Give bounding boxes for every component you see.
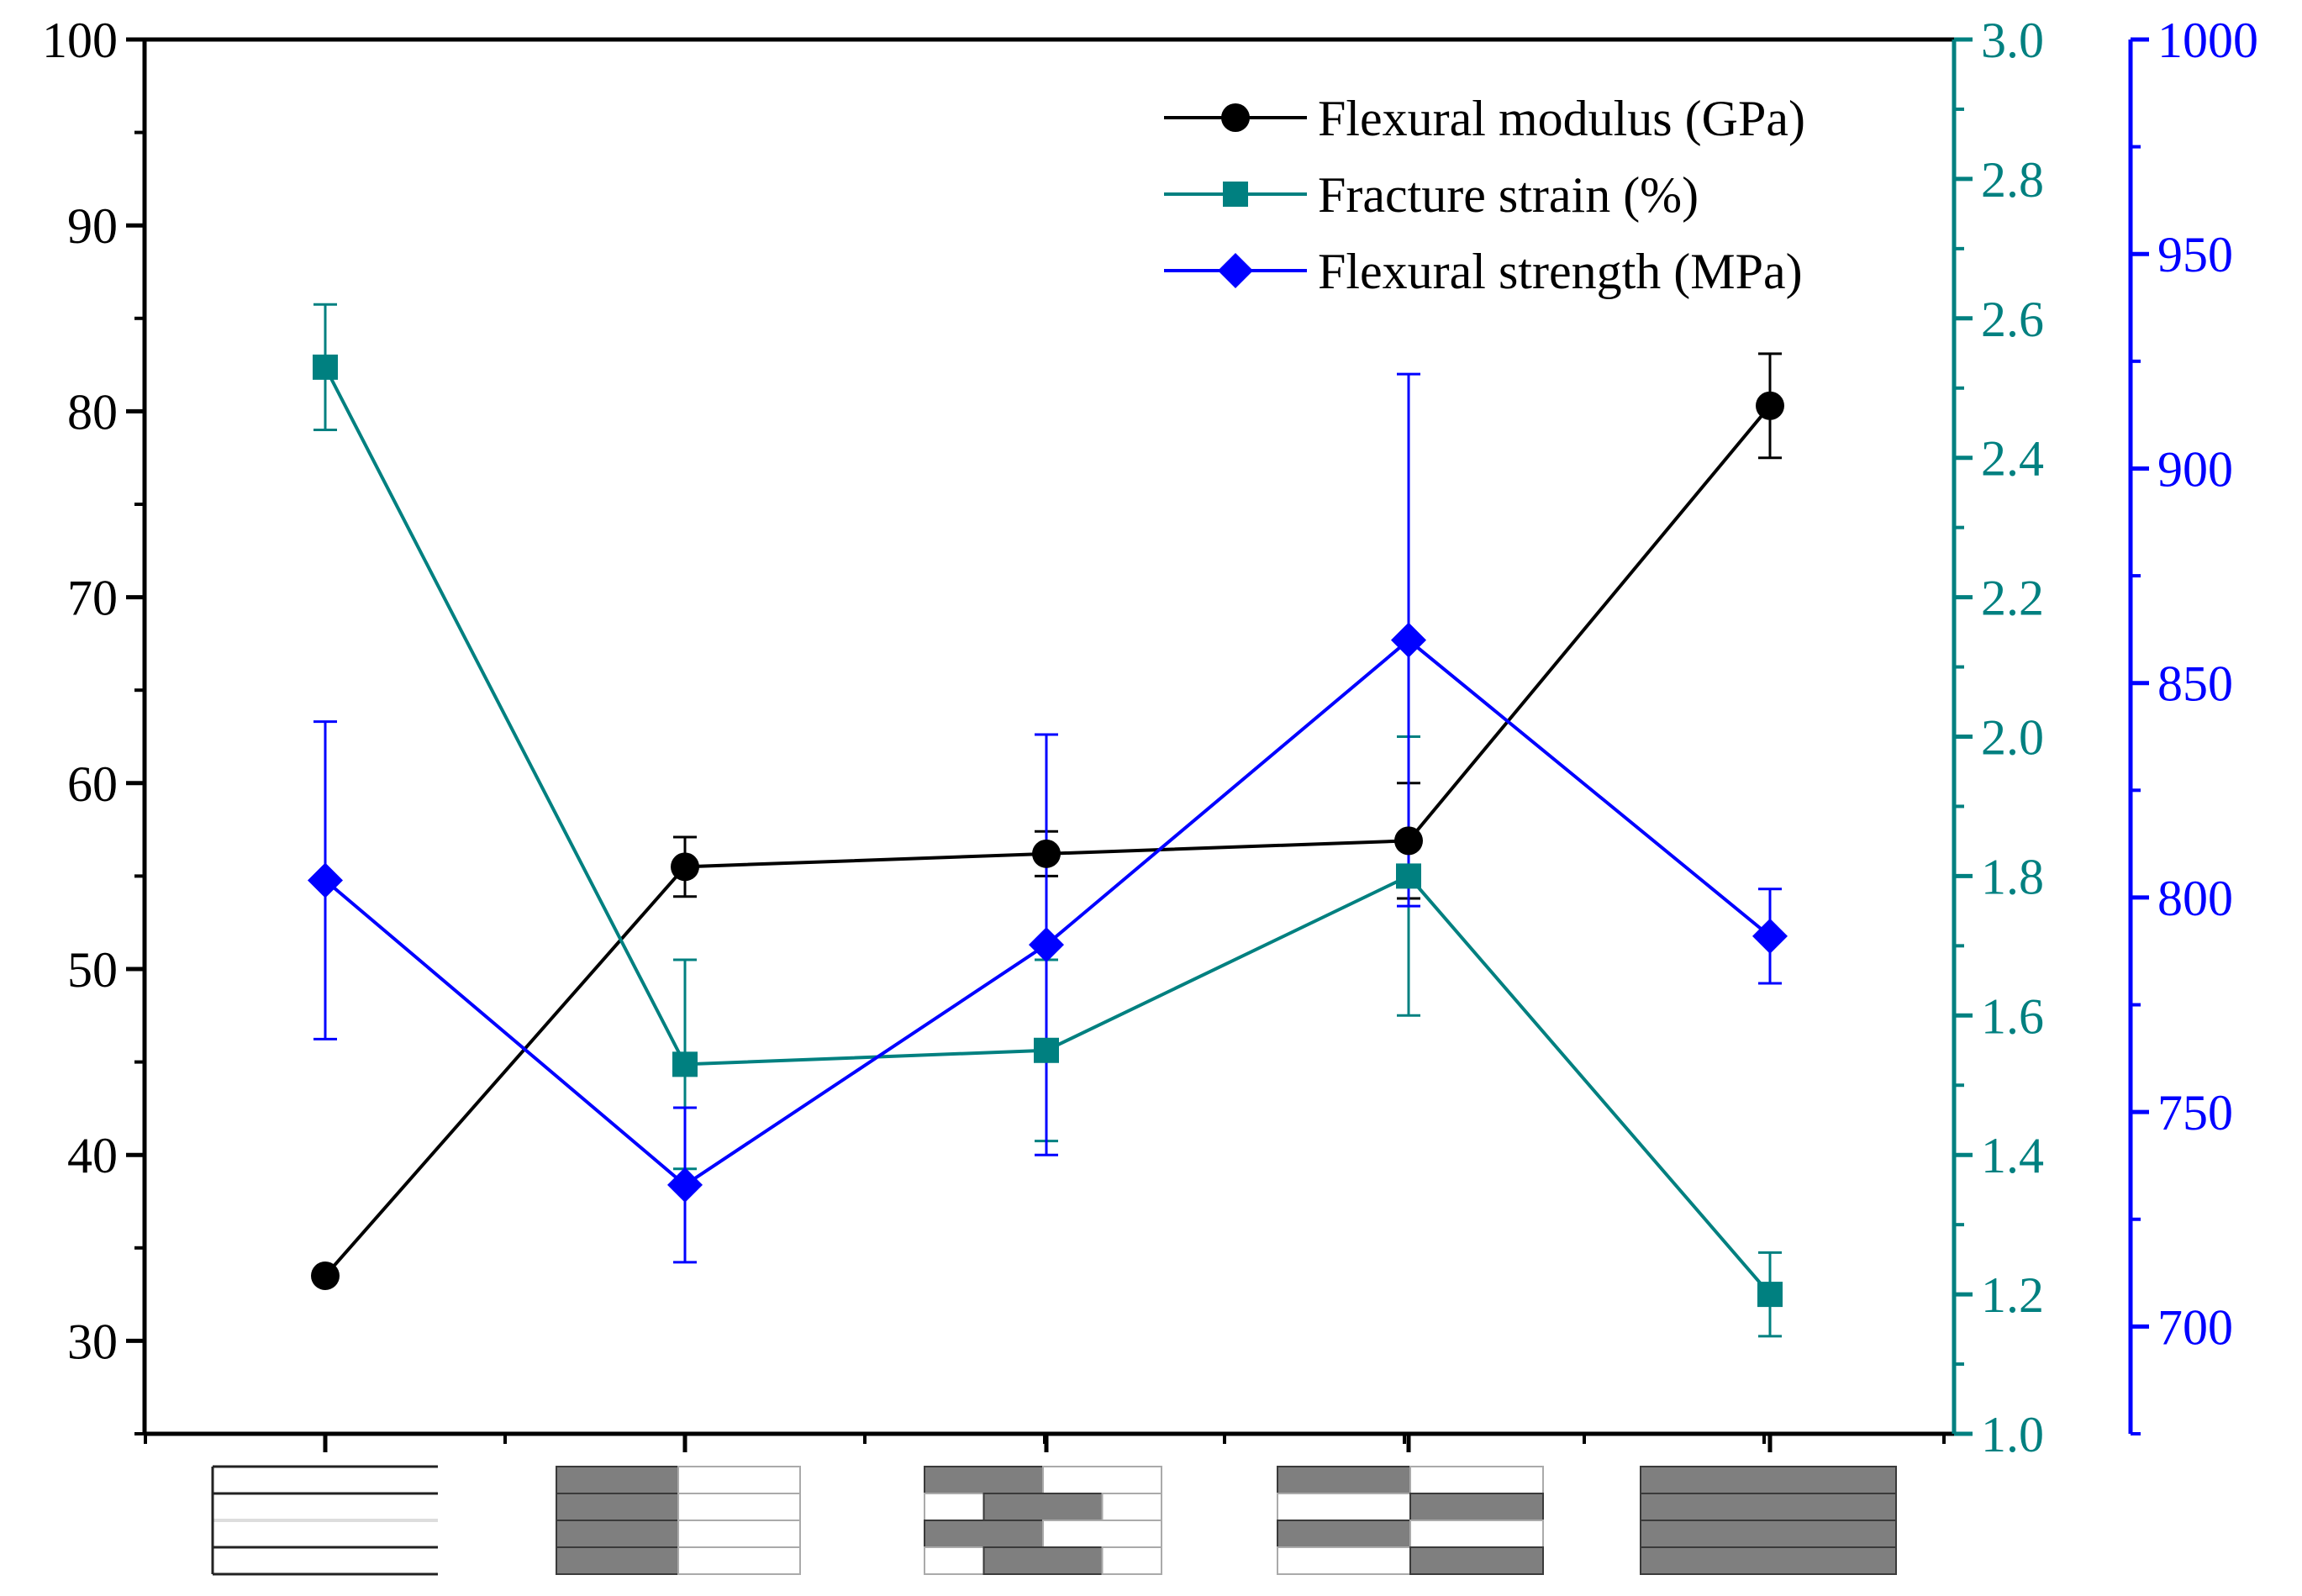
data-point-s3-5 [1752,918,1788,954]
layup-cell [213,1467,438,1493]
layup-cell [1409,1546,1544,1575]
right1-tick-label: 1.2 [1981,1267,2044,1323]
data-point-s2-4 [1396,863,1421,889]
legend: Flexural modulus (GPa) Fracture strain (%… [1164,91,1805,299]
error-bars [313,303,1782,1338]
layup-cell [1277,1466,1411,1494]
data-point-s2-3 [1034,1037,1059,1063]
right2-tick-label: 1000 [2157,13,2258,68]
axes-layer: 30 40 50 60 70 80 90 100 1.0 1.2 1.4 1.6 1.8 2.0 2.2 2.… [42,13,2258,1462]
left-tick-label: 100 [42,13,118,68]
data-point-s1-5 [1756,391,1784,420]
left-tick-label: 90 [67,198,118,254]
layup-cell [1640,1493,1897,1521]
legend-label-2: Fracture strain (%) [1318,167,1699,223]
layup-schematic-2 [556,1466,801,1575]
data-point-s1-2 [671,852,699,882]
right2-tick-label: 700 [2157,1299,2233,1355]
right1-tick-label: 1.0 [1981,1407,2044,1462]
right2-tick-label: 800 [2157,871,2233,926]
layup-cell [556,1520,679,1548]
layup-schematic-3 [924,1466,1162,1575]
layup-cell [1042,1466,1162,1494]
right1-tick-label: 1.8 [1981,849,2044,904]
layup-schematic-1 [211,1465,438,1576]
layup-cell [213,1493,438,1520]
layup-cell [1101,1493,1162,1521]
right1-tick-label: 2.8 [1981,152,2044,208]
layup-cell [924,1520,1044,1548]
layup-cell [677,1493,801,1521]
data-point-s1-3 [1032,839,1061,868]
right1-tick-label: 2.6 [1981,292,2044,347]
data-point-s2-1 [313,354,338,380]
right1-tick-label: 2.4 [1981,431,2044,487]
data-point-s3-1 [308,862,343,898]
right1-tick-label: 1.6 [1981,988,2044,1044]
layup-cell [982,1546,1104,1575]
data-point-s1-4 [1394,826,1423,856]
layup-cell [924,1493,985,1521]
layup-cell [1409,1520,1544,1548]
data-point-s3-2 [667,1167,703,1203]
layup-cell [213,1547,438,1574]
layup-cell [1277,1493,1411,1521]
data-point-s1-1 [311,1261,340,1290]
layup-cell [1101,1546,1162,1575]
layup-cell [982,1493,1104,1521]
right1-tick-label: 3.0 [1981,13,2044,68]
data-point-s2-5 [1757,1282,1783,1308]
layup-schematic-4 [1277,1466,1544,1575]
data-point-s3-3 [1029,927,1064,963]
layup-cell [1640,1546,1897,1575]
right2-tick-label: 850 [2157,656,2233,712]
layup-cell [1409,1466,1544,1494]
data-point-s3-4 [1391,622,1426,658]
right1-tick-label: 2.2 [1981,571,2044,626]
legend-marker-1 [1221,103,1250,132]
left-tick-label: 80 [67,384,118,440]
layup-cell [677,1546,801,1575]
layup-cell [556,1493,679,1521]
legend-label-1: Flexural modulus (GPa) [1318,91,1805,146]
legend-marker-2 [1223,182,1248,207]
layup-cell [677,1520,801,1548]
left-tick-label: 50 [67,942,118,998]
layup-cell [556,1546,679,1575]
right1-tick-label: 2.0 [1981,710,2044,766]
layup-cell [213,1520,438,1547]
left-tick-label: 30 [67,1314,118,1369]
layup-cell [556,1466,679,1494]
layup-cell [924,1466,1044,1494]
layup-schematics [211,1465,1897,1576]
legend-label-3: Flexural strength (MPa) [1318,244,1803,299]
series-markers [308,354,1788,1308]
layup-schematic-5 [1640,1466,1897,1575]
layup-cell [677,1466,801,1494]
layup-cell [1042,1520,1162,1548]
left-tick-label: 60 [67,756,118,812]
layup-cell [924,1546,985,1575]
legend-marker-3 [1218,253,1253,288]
layup-cell [1640,1466,1897,1494]
layup-cell [1640,1520,1897,1548]
right1-tick-label: 1.4 [1981,1128,2044,1183]
right2-tick-label: 750 [2157,1085,2233,1140]
data-point-s2-2 [672,1051,698,1077]
right2-tick-label: 950 [2157,227,2233,282]
left-tick-label: 70 [67,571,118,626]
right2-tick-label: 900 [2157,441,2233,497]
left-tick-label: 40 [67,1128,118,1183]
layup-cell [1409,1493,1544,1521]
layup-cell [1277,1546,1411,1575]
layup-cell [1277,1520,1411,1548]
